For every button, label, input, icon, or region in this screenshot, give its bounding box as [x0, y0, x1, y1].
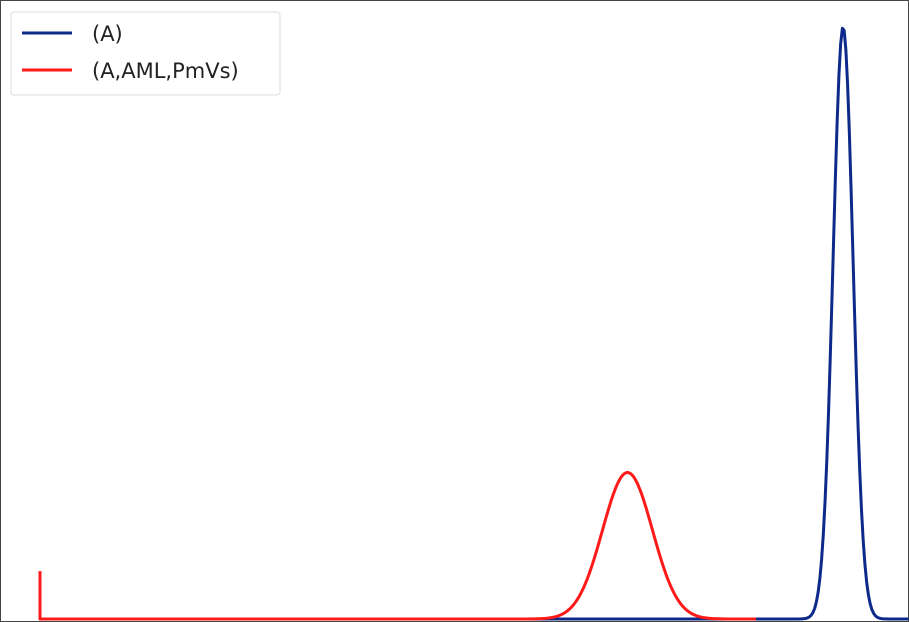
series-line-1 [38, 471, 757, 621]
legend-label-a: (A) [92, 22, 123, 46]
legend-label-a-aml-pmvs: (A,AML,PmVs) [92, 59, 239, 83]
series-layer [38, 26, 909, 621]
legend: (A) (A,AML,PmVs) [10, 11, 281, 96]
legend-box [10, 11, 281, 96]
